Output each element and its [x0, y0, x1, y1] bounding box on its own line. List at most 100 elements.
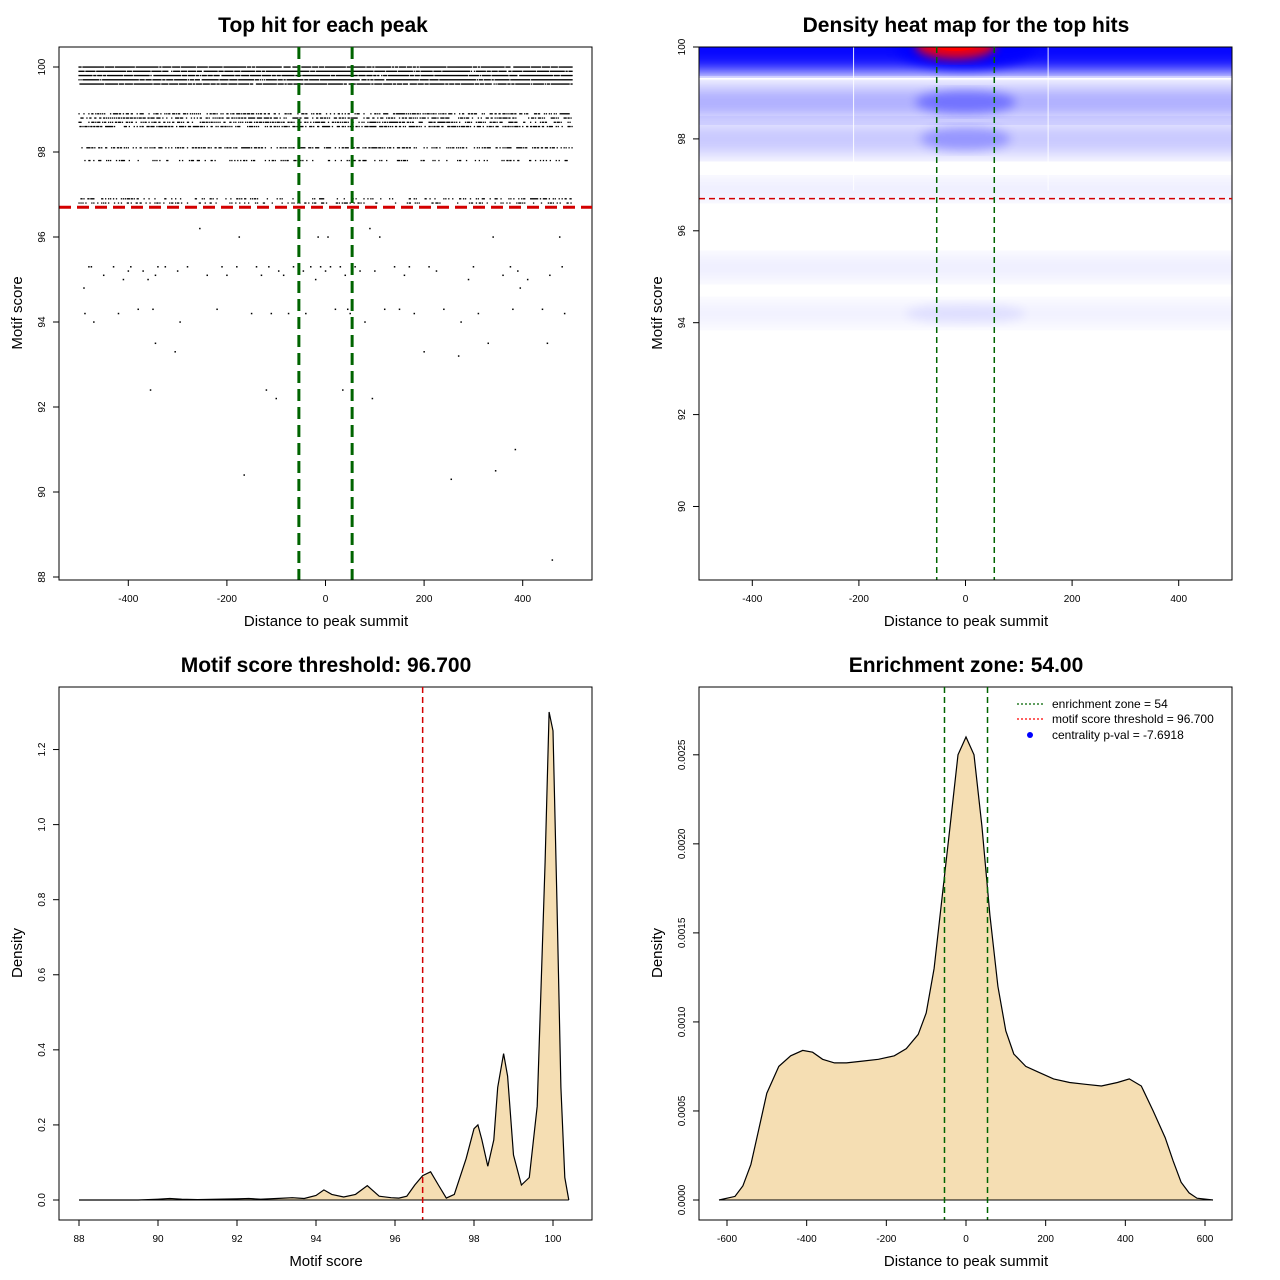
scatter-point: [175, 70, 177, 72]
scatter-point: [393, 70, 396, 72]
scatter-point: [285, 117, 287, 119]
scatter-point: [243, 159, 245, 162]
scatter-point: [85, 66, 87, 68]
scatter-point: [342, 66, 344, 68]
scatter-point: [349, 79, 351, 81]
scatter-point: [408, 79, 411, 81]
scatter-point: [94, 66, 96, 68]
scatter-point: [100, 159, 102, 162]
scatter-point: [220, 70, 222, 72]
scatter-point: [171, 79, 173, 81]
scatter-point: [354, 113, 356, 115]
scatter-point: [443, 79, 445, 81]
scatter-point: [347, 79, 349, 81]
scatter-point: [486, 147, 488, 149]
scatter-point: [389, 125, 392, 128]
scatter-point: [495, 70, 497, 72]
scatter-point: [560, 83, 562, 85]
scatter-point: [383, 308, 386, 311]
scatter-point: [334, 66, 337, 68]
scatter-point: [464, 83, 467, 85]
scatter-point: [291, 74, 293, 77]
scatter-point: [316, 121, 318, 123]
scatter-point: [111, 70, 114, 72]
scatter-point: [404, 159, 407, 162]
scatter-point: [144, 66, 146, 68]
scatter-point: [88, 121, 90, 123]
scatter-point: [250, 74, 253, 77]
scatter-point: [172, 113, 174, 115]
scatter-point: [319, 198, 322, 200]
scatter-point: [171, 202, 173, 204]
scatter-point: [175, 66, 177, 68]
scatter-point: [90, 266, 93, 268]
scatter-point: [154, 147, 156, 149]
scatter-point: [249, 198, 252, 200]
scatter-point: [155, 66, 157, 68]
scatter-point: [420, 74, 422, 77]
scatter-point: [448, 79, 450, 81]
scatter-point: [421, 74, 423, 77]
heat-band: [699, 255, 1232, 280]
scatter-point: [531, 147, 534, 149]
scatter-point: [406, 66, 409, 68]
scatter-point: [126, 74, 129, 77]
scatter-point: [532, 79, 535, 81]
scatter-point: [315, 147, 317, 149]
scatter-point: [292, 117, 294, 119]
scatter-point: [520, 83, 522, 85]
scatter-point: [226, 79, 228, 81]
scatter-point: [86, 66, 88, 68]
scatter-point: [434, 74, 436, 77]
scatter-point: [552, 117, 554, 119]
scatter-point: [199, 202, 201, 204]
scatter-point: [242, 121, 244, 123]
scatter-point: [494, 70, 496, 72]
scatter-point: [179, 198, 182, 200]
scatter-point: [474, 113, 477, 115]
scatter-point: [133, 125, 135, 128]
scatter-point: [492, 74, 494, 77]
scatter-point: [527, 66, 529, 68]
scatter-point: [116, 113, 119, 115]
scatter-point: [401, 66, 404, 68]
scatter-point: [512, 70, 514, 72]
scatter-point: [371, 147, 373, 149]
scatter-point: [175, 74, 177, 77]
scatter-point: [109, 159, 112, 162]
scatter-point: [139, 83, 141, 85]
scatter-point: [135, 121, 137, 123]
scatter-point: [330, 74, 333, 77]
scatter-point: [128, 159, 130, 162]
scatter-point: [514, 125, 516, 128]
scatter-point: [237, 198, 239, 200]
scatter-point: [205, 117, 207, 119]
scatter-point: [125, 147, 128, 149]
scatter-point: [277, 83, 279, 85]
scatter-point: [159, 147, 161, 149]
scatter-point: [328, 83, 331, 85]
scatter-point: [404, 70, 407, 72]
scatter-point: [480, 70, 482, 72]
scatter-point: [107, 125, 110, 128]
scatter-point: [383, 79, 385, 81]
scatter-point: [363, 74, 365, 77]
scatter-point: [523, 74, 525, 77]
scatter-point: [224, 66, 226, 68]
scatter-point: [336, 125, 339, 128]
scatter-point: [367, 83, 369, 85]
scatter-point: [488, 79, 490, 81]
scatter-point: [564, 198, 566, 200]
scatter-point: [503, 70, 505, 72]
scatter-point: [242, 117, 244, 119]
scatter-point: [529, 121, 532, 123]
scatter-point: [322, 70, 325, 72]
panel4-y-tick-label: 0.0025: [677, 739, 688, 770]
scatter-point: [498, 79, 500, 81]
scatter-point: [460, 125, 463, 128]
scatter-point: [559, 70, 561, 72]
scatter-point: [151, 147, 153, 149]
scatter-point: [312, 159, 314, 162]
scatter-point: [137, 308, 139, 311]
scatter-point: [127, 113, 129, 115]
